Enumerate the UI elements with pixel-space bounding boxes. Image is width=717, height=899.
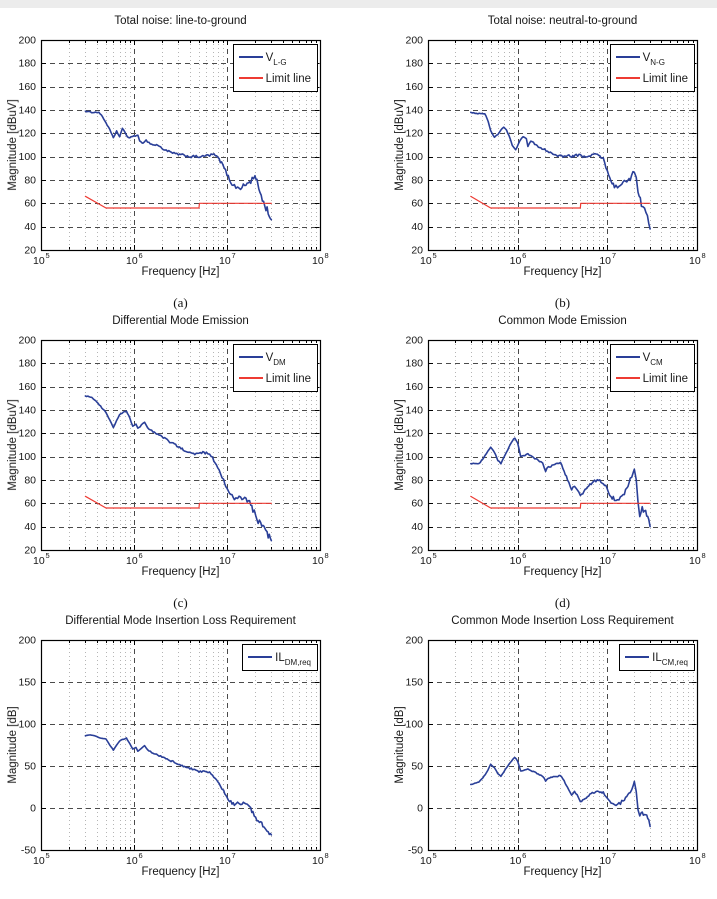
legend-entry: VCM xyxy=(615,347,688,368)
caption-a: (a) xyxy=(173,295,188,310)
legend-label-subscript: DM,req xyxy=(284,658,311,667)
legend-box: VCM Limit line xyxy=(609,344,695,392)
x-axis-label: Frequency [Hz] xyxy=(523,566,602,578)
legend-line-sample-limit xyxy=(238,376,263,379)
legend-entry: VDM xyxy=(238,347,311,368)
legend-entry: Limit line xyxy=(615,68,688,89)
legend-entry: Limit line xyxy=(615,368,688,389)
legend-line-sample-signal xyxy=(238,55,263,58)
legend-entry: ILCM,req xyxy=(625,647,688,668)
legend-label: V xyxy=(265,352,274,364)
legend-entry: VN-G xyxy=(615,47,688,68)
subplot-dm-insertion-loss: Differential Mode Insertion Loss Require… xyxy=(0,600,357,899)
plot-title: Total noise: line-to-ground xyxy=(114,15,247,27)
plot-title: Common Mode Emission xyxy=(498,315,627,327)
plot-title: Total noise: neutral-to-ground xyxy=(487,15,638,27)
subplot-common-mode-emission: Common Mode Emission Magnitude [dBuV] Fr… xyxy=(357,300,717,600)
plot-title: Differential Mode Emission xyxy=(112,315,249,327)
legend-label: V xyxy=(265,52,274,64)
legend-box: VDM Limit line xyxy=(232,344,318,392)
legend-label: Limit line xyxy=(265,73,311,85)
y-axis-label: Magnitude [dBuV] xyxy=(7,99,19,191)
caption-c: (c) xyxy=(173,595,188,610)
y-axis-label: Magnitude [dBuV] xyxy=(7,399,19,491)
subplot-cm-insertion-loss: Common Mode Insertion Loss Requirement M… xyxy=(357,600,717,899)
legend-label: Limit line xyxy=(642,73,688,85)
legend-entry: VL-G xyxy=(238,47,311,68)
legend-entry: Limit line xyxy=(238,68,311,89)
x-axis-label: Frequency [Hz] xyxy=(523,266,602,278)
legend-box: ILDM,req xyxy=(242,644,318,671)
legend-line-sample-signal xyxy=(238,355,263,358)
y-axis-label: Magnitude [dBuV] xyxy=(394,399,406,491)
legend-box: VL-G Limit line xyxy=(232,44,318,92)
x-axis-label: Frequency [Hz] xyxy=(523,866,602,878)
legend-label: IL xyxy=(275,652,285,664)
plot-title: Differential Mode Insertion Loss Require… xyxy=(65,615,296,627)
legend-line-sample-signal xyxy=(615,55,640,58)
x-axis-label: Frequency [Hz] xyxy=(141,266,220,278)
legend-line-sample-signal xyxy=(615,355,640,358)
x-axis-label: Frequency [Hz] xyxy=(141,566,220,578)
legend-label-subscript: DM xyxy=(273,358,286,367)
plot-title: Common Mode Insertion Loss Requirement xyxy=(451,615,674,627)
legend-line-sample-signal xyxy=(625,655,650,658)
x-axis-label: Frequency [Hz] xyxy=(141,866,220,878)
legend-label-subscript: L-G xyxy=(273,58,287,67)
legend-line-sample-limit xyxy=(615,76,640,79)
legend-line-sample-limit xyxy=(615,376,640,379)
subplot-total-noise-line-to-ground: Total noise: line-to-ground Magnitude [d… xyxy=(0,0,357,300)
caption-d: (d) xyxy=(554,595,571,610)
subplot-differential-mode-emission: Differential Mode Emission Magnitude [dB… xyxy=(0,300,357,600)
legend-label: Limit line xyxy=(265,373,311,385)
legend-entry: ILDM,req xyxy=(248,647,311,668)
y-axis-label: Magnitude [dBuV] xyxy=(394,99,406,191)
legend-label: V xyxy=(642,52,651,64)
legend-label-subscript: N-G xyxy=(650,58,665,67)
legend-entry: Limit line xyxy=(238,368,311,389)
caption-b: (b) xyxy=(554,295,571,310)
legend-label-subscript: CM xyxy=(650,358,663,367)
legend-label: Limit line xyxy=(642,373,688,385)
y-axis-label: Magnitude [dB] xyxy=(394,706,406,784)
legend-label: IL xyxy=(652,652,662,664)
legend-line-sample-limit xyxy=(238,76,263,79)
legend-label-subscript: CM,req xyxy=(661,658,688,667)
subplot-total-noise-neutral-to-ground: Total noise: neutral-to-ground Magnitude… xyxy=(357,0,717,300)
legend-box: VN-G Limit line xyxy=(609,44,695,92)
legend-box: ILCM,req xyxy=(619,644,695,671)
legend-line-sample-signal xyxy=(248,655,273,658)
y-axis-label: Magnitude [dB] xyxy=(7,706,19,784)
legend-label: V xyxy=(642,352,651,364)
